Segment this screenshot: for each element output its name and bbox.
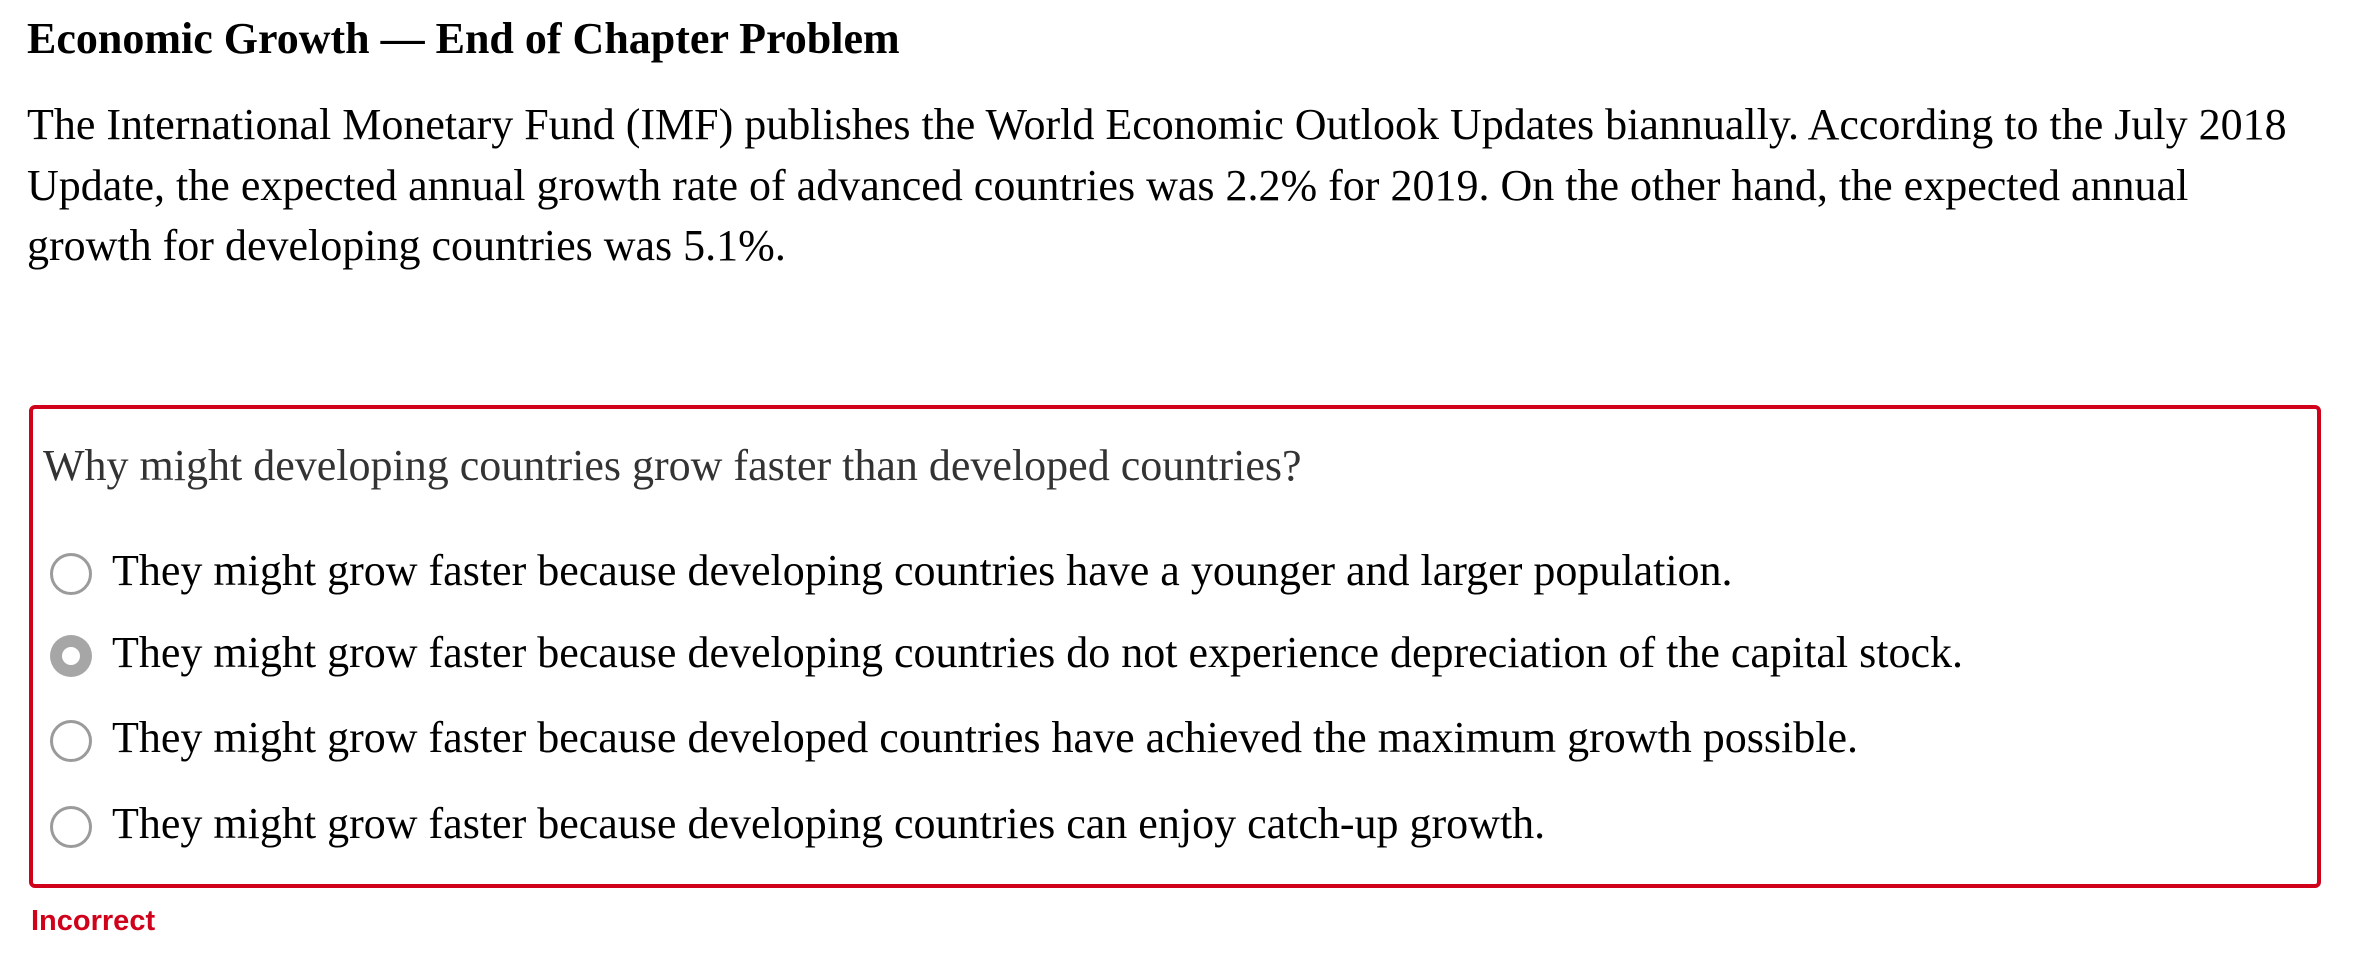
answer-option-label: They might grow faster because developin… [112,628,1963,677]
answer-option-label: They might grow faster because developed… [112,713,1859,762]
question-prompt: Why might developing countries grow fast… [43,441,1302,490]
radio-button-unselected[interactable] [50,720,92,762]
answer-option-label: They might grow faster because developin… [112,546,1733,595]
radio-button-unselected[interactable] [50,806,92,848]
answer-option-2[interactable]: They might grow faster because developin… [50,625,1963,681]
question-card: Why might developing countries grow fast… [29,405,2321,888]
radio-button-unselected[interactable] [50,553,92,595]
radio-button-selected[interactable] [50,635,92,677]
feedback-incorrect-label: Incorrect [31,905,156,937]
answer-option-label: They might grow faster because developin… [112,799,1546,848]
answer-option-3[interactable]: They might grow faster because developed… [50,710,1858,766]
answer-option-4[interactable]: They might grow faster because developin… [50,796,1545,852]
page-title: Economic Growth — End of Chapter Problem [27,14,900,63]
problem-intro: The International Monetary Fund (IMF) pu… [27,100,2287,270]
answer-option-1[interactable]: They might grow faster because developin… [50,543,1733,599]
